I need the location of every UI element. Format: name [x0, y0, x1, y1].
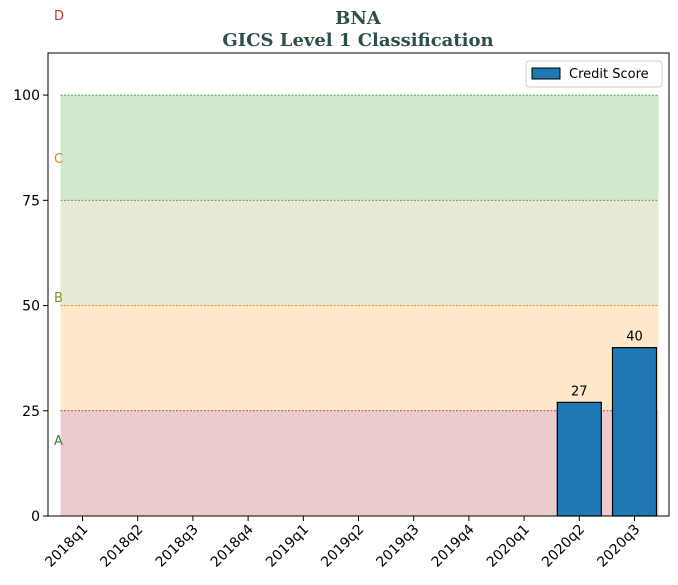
x-tick-label: 2020q2 — [539, 522, 588, 571]
y-tick-label: 75 — [22, 193, 40, 209]
legend-label: Credit Score — [569, 67, 649, 82]
data-label-2020q2: 27 — [571, 384, 588, 399]
y-tick-label: 100 — [13, 88, 40, 104]
y-tick-label: 0 — [31, 509, 40, 525]
x-tick-label: 2019q3 — [373, 522, 422, 571]
x-tick-label: 2019q1 — [263, 522, 312, 571]
x-tick-label: 2018q3 — [153, 522, 202, 571]
band-b-area — [60, 305, 659, 411]
x-tick-label: 2019q4 — [429, 521, 478, 570]
band-c-area — [60, 200, 659, 306]
chart-subtitle: GICS Level 1 Classification — [222, 30, 493, 51]
bar-2020q3 — [611, 347, 658, 517]
legend-swatch — [531, 67, 561, 80]
bar-2020q2 — [556, 401, 602, 517]
chart-title: BNA — [335, 8, 382, 29]
x-tick-label: 2019q2 — [318, 522, 367, 571]
band-d-label: D — [54, 9, 64, 24]
y-tick-label: 50 — [22, 299, 40, 315]
x-tick-label: 2020q1 — [484, 522, 533, 571]
legend: Credit Score — [525, 60, 663, 88]
band-b-label: B — [54, 291, 63, 306]
data-label-2020q3: 40 — [626, 330, 643, 345]
x-tick-label: 2018q2 — [97, 522, 146, 571]
x-tick-label: 2018q4 — [208, 521, 257, 570]
y-tick-label: 25 — [22, 404, 40, 420]
x-tick-label: 2018q1 — [42, 522, 91, 571]
band-d-area — [60, 95, 659, 201]
bars: 27 40 — [556, 330, 658, 517]
band-a-label: A — [54, 434, 63, 449]
band-c-label: C — [54, 152, 63, 167]
x-tick-label: 2020q3 — [594, 522, 643, 571]
